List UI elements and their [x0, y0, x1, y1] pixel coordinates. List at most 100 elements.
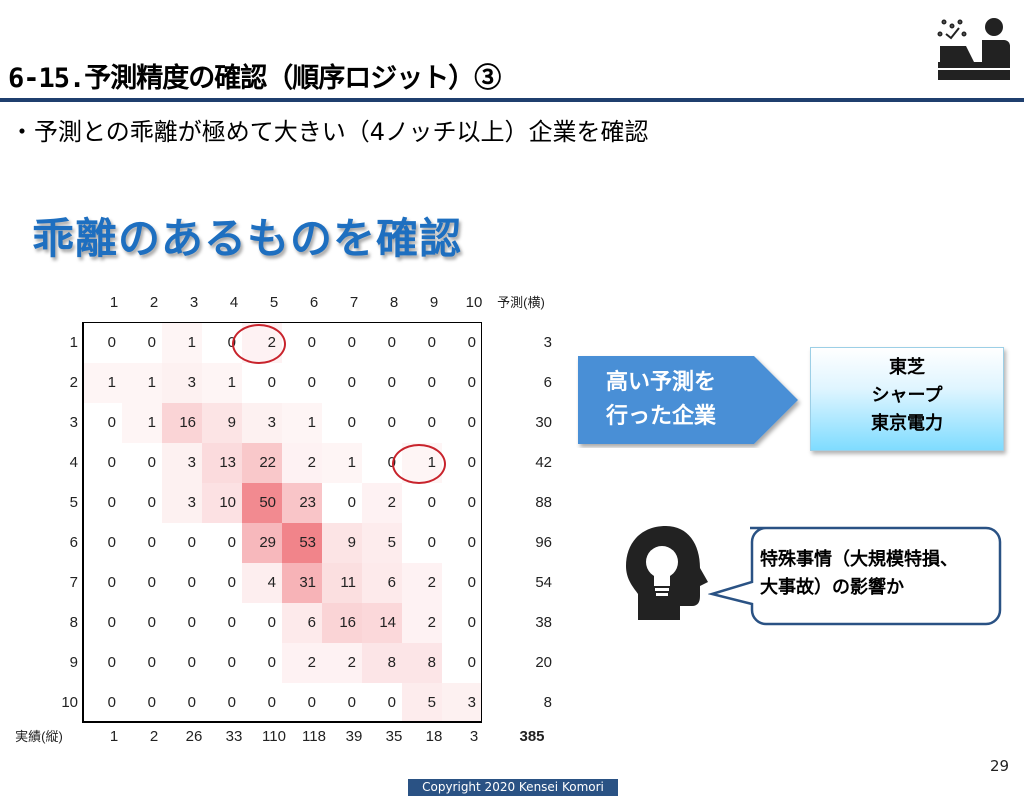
- matrix-cell: 13: [219, 454, 236, 471]
- heat-cell: [442, 483, 482, 523]
- heat-cell: [82, 643, 122, 683]
- matrix-cell: 0: [307, 374, 316, 391]
- matrix-cell: 0: [387, 414, 396, 431]
- heat-cell: [442, 523, 482, 563]
- heat-cell: [202, 323, 242, 363]
- column-axis-label: 予測(横): [497, 295, 545, 310]
- heat-cell: [402, 683, 442, 723]
- matrix-cell: 0: [227, 614, 236, 631]
- column-total: 26: [185, 728, 203, 745]
- row-label: 6: [69, 534, 78, 551]
- matrix-cell: 0: [147, 654, 156, 671]
- heat-cell: [82, 683, 122, 723]
- column-header: 9: [429, 294, 439, 311]
- matrix-cell: 3: [187, 454, 196, 471]
- row-label: 9: [69, 654, 78, 671]
- heat-cell: [442, 403, 482, 443]
- matrix-cell: 9: [347, 534, 356, 551]
- matrix-cell: 1: [227, 374, 236, 391]
- heat-cell: [242, 363, 282, 403]
- row-total: 54: [535, 574, 552, 591]
- matrix-cell: 2: [387, 494, 396, 511]
- heat-cell: [402, 443, 442, 483]
- heat-cell: [322, 603, 362, 643]
- matrix-cell: 2: [347, 654, 356, 671]
- heat-cell: [122, 443, 162, 483]
- heat-cell: [202, 563, 242, 603]
- column-header: 10: [465, 294, 483, 311]
- matrix-cell: 0: [147, 574, 156, 591]
- matrix-cell: 0: [187, 654, 196, 671]
- matrix-cell: 3: [187, 494, 196, 511]
- matrix-cell: 0: [427, 374, 436, 391]
- arrow-label-line2: 行った企業: [605, 404, 716, 429]
- row-total: 8: [543, 694, 552, 711]
- matrix-cell: 3: [187, 374, 196, 391]
- heat-cell: [82, 483, 122, 523]
- matrix-cell: 0: [187, 694, 196, 711]
- matrix-cell: 5: [427, 694, 436, 711]
- headline: 乖離のあるものを確認: [32, 214, 463, 263]
- matrix-cell: 23: [299, 494, 316, 511]
- heat-cell: [202, 523, 242, 563]
- matrix-frame-right: [481, 322, 482, 723]
- column-total: 35: [385, 728, 403, 745]
- matrix-cell: 0: [307, 334, 316, 351]
- heat-cell: [122, 683, 162, 723]
- matrix-cell: 0: [467, 534, 476, 551]
- heat-cell: [82, 403, 122, 443]
- matrix-cell: 0: [147, 454, 156, 471]
- matrix-cell: 0: [427, 414, 436, 431]
- column-total: 33: [225, 728, 243, 745]
- heat-cell: [362, 363, 402, 403]
- heat-cell: [322, 523, 362, 563]
- matrix-cell: 0: [107, 494, 116, 511]
- row-label: 8: [69, 614, 78, 631]
- column-header: 5: [269, 294, 279, 311]
- column-total: 118: [302, 728, 326, 745]
- heat-cell: [202, 683, 242, 723]
- heat-cell: [162, 363, 202, 403]
- column-total: 110: [262, 728, 286, 745]
- bubble-line1: 特殊事情（大規模特損、: [760, 549, 958, 570]
- heat-cell: [282, 483, 322, 523]
- heat-cell: [162, 603, 202, 643]
- row-axis-label: 実績(縦): [15, 729, 63, 744]
- heat-cell: [162, 443, 202, 483]
- matrix-cell: 2: [427, 574, 436, 591]
- matrix-cell: 6: [387, 574, 396, 591]
- matrix-cell: 0: [467, 454, 476, 471]
- matrix-cell: 8: [427, 654, 436, 671]
- company-name: 東京電力: [871, 413, 943, 434]
- heat-cell: [282, 563, 322, 603]
- heat-cell: [282, 443, 322, 483]
- heat-cell: [122, 563, 162, 603]
- heat-cell: [242, 483, 282, 523]
- heat-cell: [122, 643, 162, 683]
- row-label: 4: [69, 454, 78, 471]
- row-label: 2: [69, 374, 78, 391]
- heat-cell: [322, 443, 362, 483]
- heat-cell: [282, 403, 322, 443]
- matrix-cell: 0: [467, 374, 476, 391]
- heat-cell: [282, 643, 322, 683]
- matrix-cell: 0: [467, 574, 476, 591]
- matrix-cell: 1: [147, 374, 156, 391]
- row-total: 42: [535, 454, 552, 471]
- matrix-cell: 0: [267, 694, 276, 711]
- heat-cell: [242, 523, 282, 563]
- matrix-cell: 0: [347, 334, 356, 351]
- heat-cell: [402, 323, 442, 363]
- matrix-cell: 3: [267, 414, 276, 431]
- speech-bubble: [708, 526, 1002, 626]
- matrix-cell: 0: [387, 334, 396, 351]
- heat-cell: [322, 643, 362, 683]
- heat-cell: [82, 603, 122, 643]
- column-header: 3: [189, 294, 199, 311]
- heat-cell: [282, 603, 322, 643]
- row-label: 7: [69, 574, 78, 591]
- row-total: 96: [535, 534, 552, 551]
- matrix-cell: 50: [259, 494, 276, 511]
- head-lightbulb-icon: [626, 526, 708, 620]
- bubble-text: 特殊事情（大規模特損、 大事故）の影響か: [760, 546, 996, 602]
